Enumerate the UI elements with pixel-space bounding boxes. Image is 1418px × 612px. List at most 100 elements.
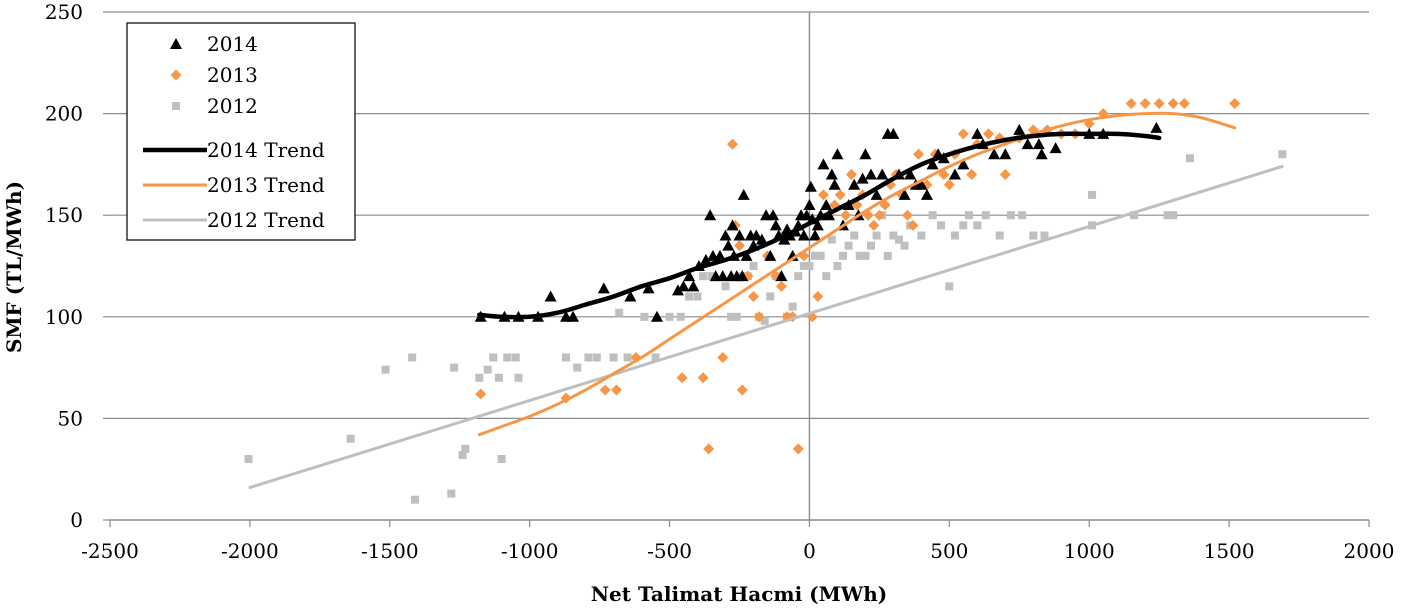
point-2012: [799, 262, 808, 270]
point-2014: [809, 229, 822, 241]
y-tick-label: 100: [45, 305, 83, 329]
point-2013: [1167, 97, 1179, 109]
point-2014: [677, 280, 690, 292]
x-tick-label: 500: [930, 539, 968, 563]
point-2012: [1185, 154, 1194, 163]
point-2012: [1040, 231, 1049, 240]
point-2014: [797, 229, 810, 241]
point-2012: [839, 251, 848, 260]
point-2013: [966, 169, 978, 181]
legend-label-2012: 2012: [207, 94, 258, 118]
legend-marker-2012: [172, 102, 180, 110]
legend-swatch: [170, 69, 182, 81]
x-tick-label: -500: [647, 539, 692, 563]
point-2012: [844, 241, 853, 250]
point-2012: [811, 251, 820, 260]
legend-item-2013-trend: 2013 Trend: [143, 173, 325, 197]
point-2012: [760, 316, 769, 325]
point-2012: [900, 241, 909, 250]
x-tick-label: 0: [803, 539, 816, 563]
point-2012: [964, 211, 973, 220]
legend-marker-2014: [170, 38, 182, 49]
point-2012: [483, 365, 492, 374]
point-2014: [736, 270, 749, 282]
point-2014: [848, 178, 861, 190]
point-2012: [458, 450, 467, 459]
series-2014-trend: [477, 131, 1162, 320]
point-2014: [683, 270, 696, 282]
x-tick-label: -1000: [501, 539, 559, 563]
x-tick-label: -2000: [221, 539, 279, 563]
point-2012: [346, 434, 355, 443]
point-2014: [716, 270, 729, 282]
point-2012: [1163, 211, 1172, 220]
point-2013: [1229, 97, 1241, 109]
series-layer: [244, 97, 1287, 504]
point-2012: [883, 251, 892, 260]
point-2014: [811, 219, 824, 231]
point-2014: [775, 270, 788, 282]
point-2012: [562, 353, 571, 362]
point-2014: [876, 168, 889, 180]
point-2012: [833, 262, 842, 270]
point-2014: [769, 219, 782, 231]
point-2013: [703, 443, 715, 455]
point-2014: [597, 282, 610, 294]
legend-marker-2013: [170, 69, 182, 81]
point-2014: [1032, 138, 1045, 150]
point-2012: [766, 292, 775, 301]
point-2012: [381, 365, 390, 374]
point-2013: [676, 372, 688, 384]
point-2014: [1013, 123, 1026, 135]
point-2012: [592, 353, 601, 362]
point-2014: [1150, 121, 1163, 133]
point-2012: [872, 231, 881, 240]
point-2012: [936, 221, 945, 230]
point-2012: [623, 353, 632, 362]
point-2013: [907, 219, 919, 231]
point-2014: [764, 249, 777, 261]
point-2014: [740, 249, 753, 261]
point-2014: [915, 178, 928, 190]
point-2012: [973, 221, 982, 230]
point-2014: [864, 168, 877, 180]
point-2012: [665, 312, 674, 321]
point-2012: [450, 363, 459, 372]
point-2012: [693, 292, 702, 301]
point-2013: [943, 179, 955, 191]
point-2014: [898, 188, 911, 200]
point-2012: [461, 444, 470, 453]
point-2013: [1125, 97, 1137, 109]
point-2013: [845, 169, 857, 181]
point-2014: [733, 229, 746, 241]
point-2014: [567, 310, 580, 322]
point-2012: [917, 231, 926, 240]
point-2014: [1049, 142, 1062, 154]
point-2013: [812, 290, 824, 302]
point-2012: [861, 251, 870, 260]
point-2012: [794, 272, 803, 281]
point-2012: [494, 373, 503, 382]
point-2014: [957, 158, 970, 170]
point-2014: [755, 233, 768, 245]
point-2012: [699, 272, 708, 281]
point-2012: [995, 231, 1004, 240]
legend-item-2014-trend: 2014 Trend: [143, 138, 325, 162]
point-2014: [699, 253, 712, 265]
point-2014: [820, 199, 833, 211]
point-2014: [778, 233, 791, 245]
trendline-2014-trend: [477, 131, 1162, 320]
point-2012: [732, 312, 741, 321]
point-2012: [816, 251, 825, 260]
point-2014: [671, 284, 684, 296]
point-2014: [1021, 138, 1034, 150]
point-2013: [727, 138, 739, 150]
x-tick-label: 1500: [1204, 539, 1255, 563]
point-2012: [676, 312, 685, 321]
point-2013: [792, 443, 804, 455]
point-2012: [850, 231, 859, 240]
point-2012: [244, 455, 253, 464]
point-2012: [1006, 211, 1015, 220]
point-2012: [584, 353, 593, 362]
